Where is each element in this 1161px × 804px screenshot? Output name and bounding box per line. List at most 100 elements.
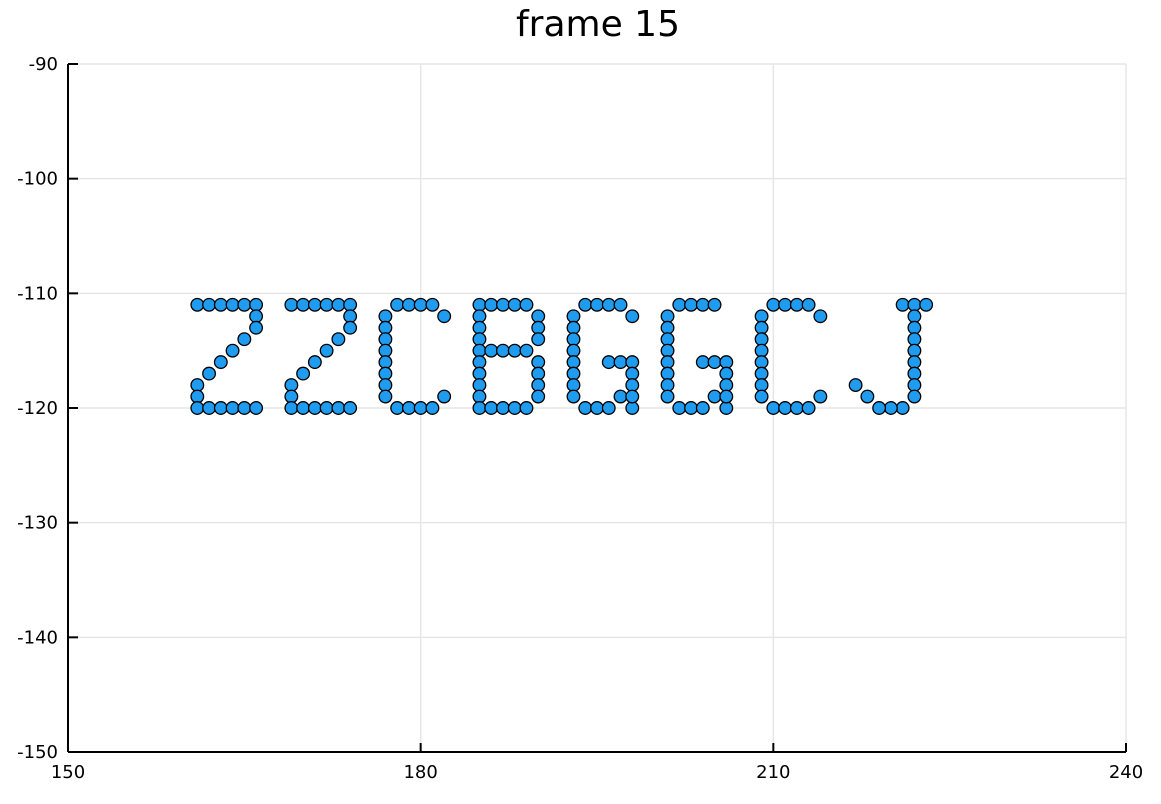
data-point bbox=[895, 297, 910, 312]
data-point bbox=[343, 320, 358, 335]
y-tick-label: -150 bbox=[17, 742, 58, 763]
data-point bbox=[319, 343, 334, 358]
data-point bbox=[531, 389, 546, 404]
data-point bbox=[213, 297, 228, 312]
data-point bbox=[531, 366, 546, 381]
data-point bbox=[213, 401, 228, 415]
data-point bbox=[813, 389, 828, 404]
data-point bbox=[695, 297, 710, 312]
data-point bbox=[472, 401, 487, 415]
data-point bbox=[707, 389, 722, 404]
data-point bbox=[660, 378, 675, 393]
data-point bbox=[225, 401, 240, 415]
data-point bbox=[531, 378, 546, 393]
data-point bbox=[296, 297, 311, 312]
data-point bbox=[284, 389, 299, 404]
data-point bbox=[202, 297, 217, 312]
data-point bbox=[507, 401, 522, 415]
data-point bbox=[202, 401, 217, 415]
y-tick-label: -100 bbox=[17, 169, 58, 190]
data-point bbox=[895, 401, 910, 415]
data-point bbox=[425, 401, 440, 415]
data-point bbox=[378, 378, 393, 393]
data-point bbox=[613, 355, 628, 370]
data-point bbox=[625, 309, 640, 324]
data-point bbox=[625, 366, 640, 381]
data-point bbox=[390, 297, 405, 312]
data-point bbox=[719, 401, 734, 415]
data-point bbox=[390, 401, 405, 415]
y-tick-label: -110 bbox=[17, 283, 58, 304]
data-point bbox=[660, 343, 675, 358]
data-point bbox=[531, 320, 546, 335]
data-point bbox=[789, 401, 804, 415]
data-point bbox=[566, 389, 581, 404]
data-point bbox=[237, 297, 252, 312]
data-point bbox=[578, 297, 593, 312]
data-point bbox=[907, 343, 922, 358]
data-point bbox=[801, 401, 816, 415]
data-point bbox=[907, 355, 922, 370]
data-point bbox=[907, 297, 922, 312]
data-point bbox=[919, 297, 934, 312]
data-point bbox=[883, 401, 898, 415]
data-point bbox=[331, 332, 346, 347]
data-point bbox=[413, 297, 428, 312]
data-point bbox=[566, 309, 581, 324]
data-point bbox=[284, 378, 299, 393]
data-point bbox=[719, 389, 734, 404]
data-point bbox=[601, 355, 616, 370]
data-point bbox=[331, 297, 346, 312]
data-point bbox=[707, 297, 722, 312]
data-point bbox=[907, 389, 922, 404]
data-point bbox=[472, 355, 487, 370]
data-point bbox=[860, 389, 875, 404]
data-point bbox=[472, 332, 487, 347]
data-point bbox=[660, 309, 675, 324]
data-point bbox=[695, 401, 710, 415]
data-point bbox=[378, 309, 393, 324]
data-point bbox=[566, 378, 581, 393]
data-point bbox=[660, 389, 675, 404]
data-point bbox=[754, 343, 769, 358]
x-tick-label: 180 bbox=[403, 762, 437, 783]
data-point bbox=[766, 297, 781, 312]
data-point bbox=[590, 297, 604, 312]
data-point bbox=[296, 366, 311, 381]
data-point bbox=[719, 378, 734, 393]
data-point bbox=[754, 378, 769, 393]
data-point bbox=[437, 309, 452, 324]
data-point bbox=[507, 297, 522, 312]
data-point bbox=[566, 366, 581, 381]
data-point bbox=[754, 355, 769, 370]
y-tick-label: -90 bbox=[29, 54, 58, 75]
data-point bbox=[472, 389, 487, 404]
data-point bbox=[707, 355, 722, 370]
data-point bbox=[284, 297, 299, 312]
data-point bbox=[425, 297, 440, 312]
data-point bbox=[496, 401, 510, 415]
data-point bbox=[343, 297, 358, 312]
data-point bbox=[660, 320, 675, 335]
data-point bbox=[190, 401, 205, 415]
data-point bbox=[601, 297, 616, 312]
data-point bbox=[625, 378, 640, 393]
data-point bbox=[319, 297, 334, 312]
data-point bbox=[484, 297, 499, 312]
data-point bbox=[625, 401, 640, 415]
tick-labels: 150 180 210 240 -90 -100 -110 -120 -130 -140 -150 bbox=[17, 54, 1143, 783]
data-point bbox=[531, 309, 546, 324]
data-point bbox=[378, 320, 393, 335]
data-point bbox=[907, 378, 922, 393]
data-point bbox=[907, 320, 922, 335]
data-point bbox=[519, 401, 534, 415]
data-point bbox=[754, 366, 769, 381]
data-point bbox=[496, 343, 510, 358]
data-point bbox=[907, 366, 922, 381]
data-point bbox=[331, 401, 346, 415]
data-point bbox=[531, 332, 546, 347]
y-tick-label: -140 bbox=[17, 627, 58, 648]
data-point bbox=[237, 332, 252, 347]
data-point bbox=[401, 401, 416, 415]
